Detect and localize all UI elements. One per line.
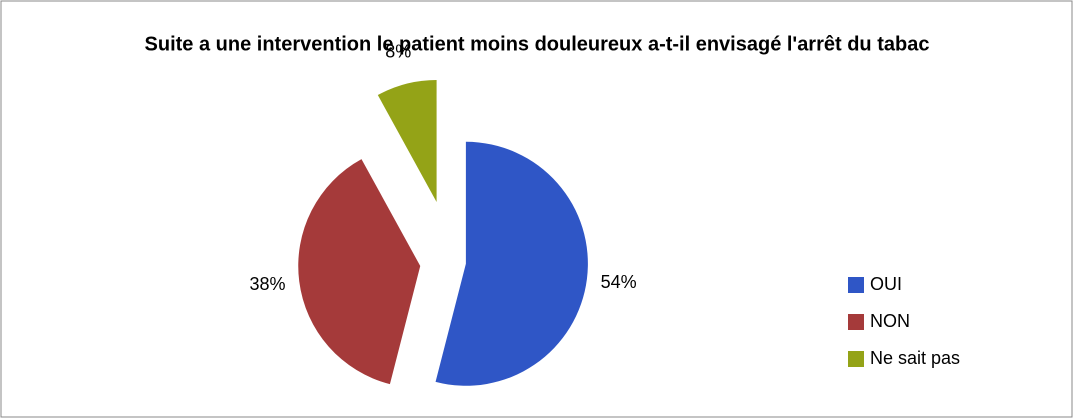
legend-label: OUI [870,274,902,294]
data-label: 54% [601,272,637,292]
pie-slice [298,159,421,385]
data-label: 38% [249,274,285,294]
legend-swatch [848,314,864,330]
legend-swatch [848,351,864,367]
legend-swatch [848,277,864,293]
legend-label: Ne sait pas [870,348,960,368]
pie-slice [435,141,588,386]
chart-title: Suite a une intervention le patient moin… [145,33,930,55]
data-label: 8% [385,42,411,62]
legend-label: NON [870,311,910,331]
pie-slice [377,79,437,202]
